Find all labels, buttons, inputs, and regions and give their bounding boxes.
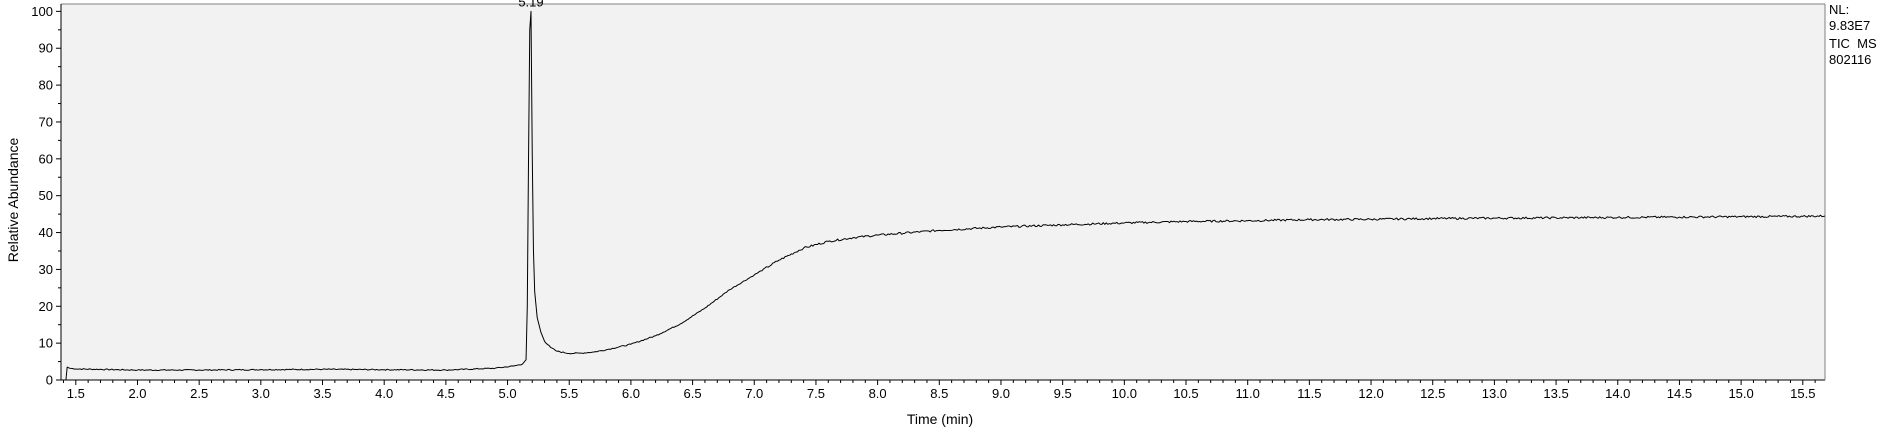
- normalization-level-value: 9.83E7: [1829, 18, 1871, 33]
- x-tick-label: 2.5: [190, 386, 208, 401]
- x-tick-label: 8.5: [930, 386, 948, 401]
- annotation-layer: 5.19: [518, 0, 543, 9]
- x-tick-label: 6.0: [622, 386, 640, 401]
- series-line: [65, 10, 1826, 381]
- x-tick-label: 6.5: [684, 386, 702, 401]
- y-tick-label: 100: [31, 4, 53, 19]
- x-tick-label: 9.5: [1054, 386, 1072, 401]
- y-tick-label: 50: [39, 188, 53, 203]
- y-axis-label: Relative Abundance: [5, 138, 21, 263]
- x-tick-label: 7.0: [745, 386, 763, 401]
- y-tick-label: 10: [39, 336, 53, 351]
- x-tick-label: 11.5: [1297, 386, 1321, 401]
- x-tick-label: 12.0: [1358, 386, 1383, 401]
- x-tick-label: 12.5: [1420, 386, 1445, 401]
- x-tick-label: 10.0: [1112, 386, 1137, 401]
- x-tick-label: 4.5: [437, 386, 455, 401]
- x-axis-label: Time (min): [907, 411, 973, 427]
- y-axis: 0 10 20 30 40 50 60 70 80 90 100: [31, 4, 1826, 388]
- x-tick-label: 15.0: [1728, 386, 1753, 401]
- x-tick-label: 8.0: [869, 386, 887, 401]
- x-tick-label: 13.0: [1482, 386, 1507, 401]
- x-tick-label: 15.5: [1790, 386, 1815, 401]
- y-tick-label: 80: [39, 78, 53, 93]
- x-tick-label: 3.0: [252, 386, 270, 401]
- peak-label: 5.19: [518, 0, 543, 9]
- y-tick-label: 30: [39, 262, 53, 277]
- x-tick-label: 14.5: [1667, 386, 1692, 401]
- y-tick-label: 40: [39, 225, 53, 240]
- x-tick-label: 4.0: [375, 386, 393, 401]
- y-tick-label: 60: [39, 151, 53, 166]
- file-identifier: 802116: [1829, 52, 1872, 67]
- x-tick-label: 5.5: [560, 386, 578, 401]
- y-tick-label: 0: [46, 373, 53, 388]
- x-tick-label: 11.0: [1236, 386, 1260, 401]
- y-tick-label: 90: [39, 41, 53, 56]
- y-tick-label: 70: [39, 114, 53, 129]
- x-tick-label: 5.0: [499, 386, 517, 401]
- x-tick-label: 9.0: [992, 386, 1010, 401]
- scan-filter-label: TIC MS: [1829, 36, 1877, 51]
- x-axis: 1.5 2.0 2.5 3.0 3.5 4.0 4.5 5.0 5.5 6.0 6.5 7.0 7.5 8…: [61, 3, 1825, 401]
- plot-area: [61, 4, 1825, 380]
- x-tick-label: 14.0: [1605, 386, 1630, 401]
- normalization-level-label: NL:: [1829, 2, 1850, 17]
- x-tick-label: 13.5: [1543, 386, 1568, 401]
- x-tick-label: 3.5: [313, 386, 331, 401]
- series-layer: [65, 10, 1826, 381]
- x-tick-label: 2.0: [128, 386, 146, 401]
- x-tick-label: 7.5: [807, 386, 825, 401]
- x-tick-label: 10.5: [1173, 386, 1198, 401]
- y-tick-label: 20: [39, 299, 53, 314]
- x-tick-label: 1.5: [67, 386, 85, 401]
